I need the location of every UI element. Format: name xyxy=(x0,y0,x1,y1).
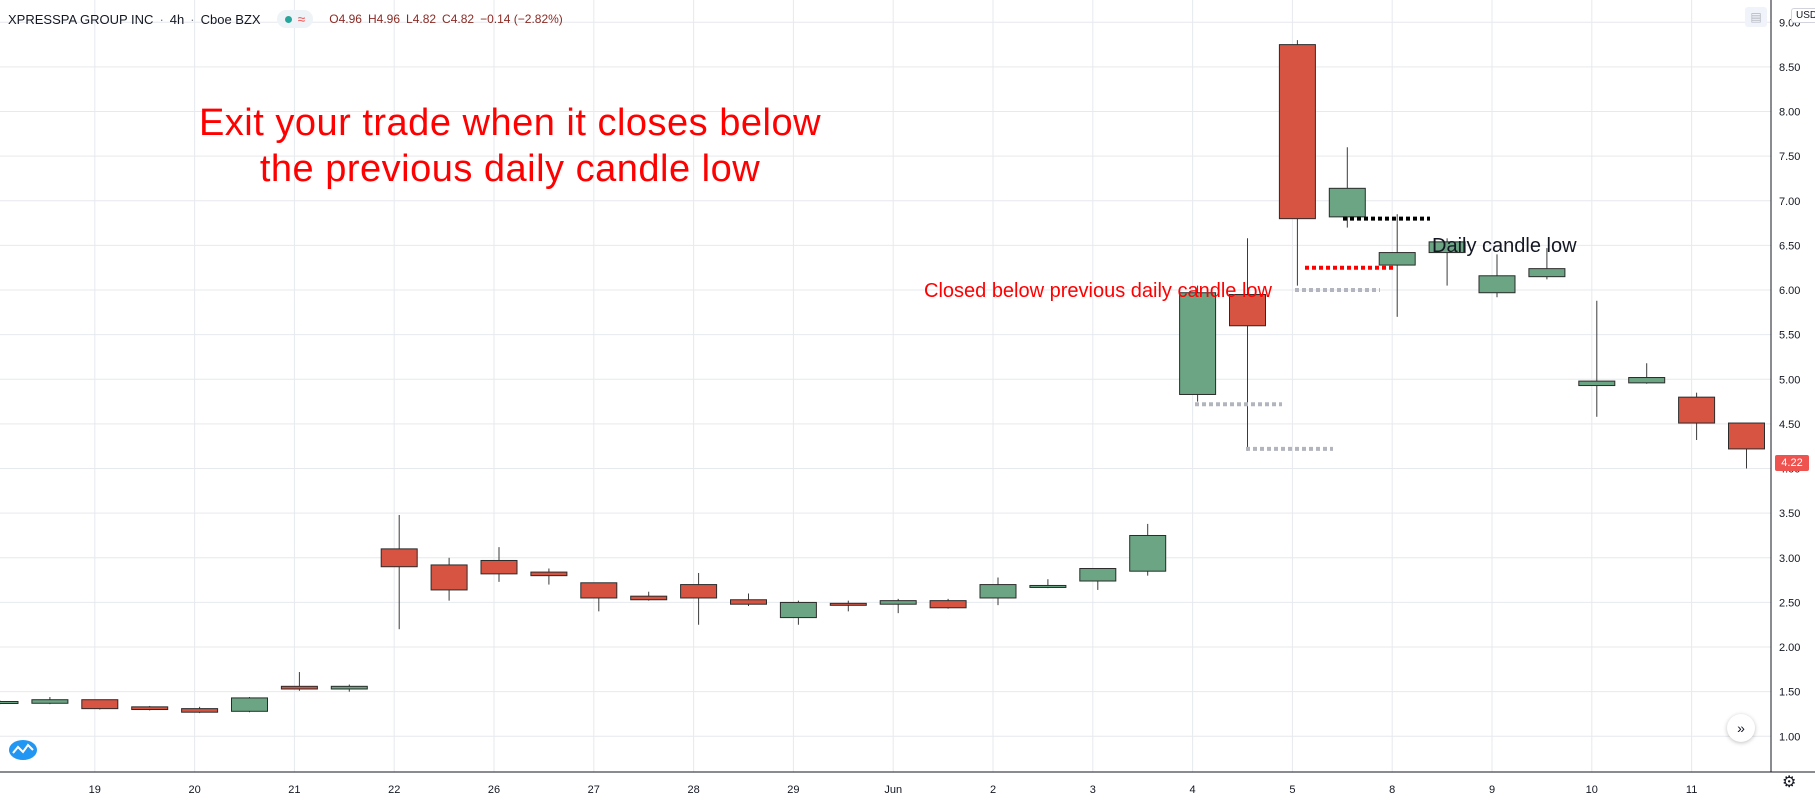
chart-legend: XPRESSPA GROUP INC · 4h · Cboe BZX ≈ O4.… xyxy=(8,8,563,30)
y-tick-label: 7.00 xyxy=(1779,196,1800,208)
ohlc-high: H4.96 xyxy=(367,12,401,26)
candle-body xyxy=(1229,294,1266,327)
candle-body xyxy=(1428,241,1466,254)
candle-body xyxy=(530,571,568,577)
y-tick-label: 6.00 xyxy=(1779,285,1800,297)
x-tick-label: 2 xyxy=(990,784,996,796)
candle-body xyxy=(1179,292,1217,395)
x-tick-label: 19 xyxy=(89,784,101,796)
candle-body xyxy=(480,559,518,575)
candle-body xyxy=(280,685,318,690)
candle-body xyxy=(929,600,967,609)
ohlc-close: C4.82 xyxy=(442,12,475,26)
x-tick-label: 11 xyxy=(1686,784,1697,796)
x-tick-label: 4 xyxy=(1190,784,1196,796)
ohlc-values: O4.96 H4.96 L4.82 C4.82 −0.14 (−2.82%) xyxy=(329,12,563,26)
candle-body xyxy=(181,708,219,713)
candle-body xyxy=(1029,584,1067,588)
y-tick-label: 8.50 xyxy=(1779,62,1800,74)
ohlc-low: L4.82 xyxy=(406,12,437,26)
interval-label[interactable]: 4h xyxy=(169,11,185,27)
y-tick-label: 5.50 xyxy=(1779,330,1800,342)
tradingview-logo-icon[interactable] xyxy=(8,739,38,761)
currency-label[interactable]: USD xyxy=(1791,8,1815,23)
x-tick-label: Jun xyxy=(884,784,902,796)
candle-body xyxy=(829,602,867,606)
ohlc-open: O4.96 xyxy=(329,12,362,26)
candle-body xyxy=(730,599,767,605)
y-tick-label: 5.00 xyxy=(1779,374,1800,386)
y-tick-label: 3.50 xyxy=(1779,508,1800,520)
symbol-name[interactable]: XPRESSPA GROUP INC xyxy=(8,11,154,27)
exchange-label: Cboe BZX xyxy=(200,11,261,27)
x-tick-label: 9 xyxy=(1489,784,1495,796)
candle-body xyxy=(680,584,718,599)
y-tick-label: 1.00 xyxy=(1779,731,1800,743)
candle-body xyxy=(1528,268,1566,278)
candle-body xyxy=(0,700,19,704)
annotation-main-line1: Exit your trade when it closes below xyxy=(198,102,822,144)
x-tick-label: 5 xyxy=(1289,784,1295,796)
candle-body xyxy=(779,601,817,619)
x-tick-label: 28 xyxy=(687,784,699,796)
annotation-main-text: Exit your trade when it closes below the… xyxy=(130,100,890,192)
annotation-closed-below: Closed below previous daily candle low xyxy=(924,280,1272,302)
candle-body xyxy=(31,699,69,704)
annotation-lines xyxy=(1195,216,1430,451)
candle-body xyxy=(430,564,468,591)
x-tick-label: 10 xyxy=(1586,784,1598,796)
status-dot-icon xyxy=(284,15,292,23)
x-tick-label: 20 xyxy=(188,784,200,796)
legend-separator: · xyxy=(190,11,195,27)
x-tick-label: 21 xyxy=(288,784,300,796)
x-tick-label: 22 xyxy=(388,784,400,796)
candle-body xyxy=(1378,252,1416,266)
candle-body xyxy=(1079,568,1117,582)
chart-menu-button[interactable]: ▤ xyxy=(1745,7,1767,27)
x-tick-label: 29 xyxy=(787,784,799,796)
candle-body xyxy=(81,699,119,710)
ohlc-change: −0.14 (−2.82%) xyxy=(480,12,563,26)
candles xyxy=(0,40,1765,714)
candle-body xyxy=(979,584,1017,599)
candle-body xyxy=(1328,187,1366,218)
x-tick-label: 26 xyxy=(488,784,500,796)
x-tick-label: 27 xyxy=(588,784,600,796)
x-tick-label: 8 xyxy=(1389,784,1395,796)
y-tick-label: 2.50 xyxy=(1779,597,1800,609)
candle-body xyxy=(1628,377,1666,384)
candle-body xyxy=(1478,275,1516,294)
annotation-daily-low: Daily candle low xyxy=(1432,235,1577,257)
candle-body xyxy=(380,548,418,568)
last-price-tag: 4.22 xyxy=(1775,455,1809,471)
market-status-pill[interactable]: ≈ xyxy=(276,10,314,28)
x-tick-label: 3 xyxy=(1090,784,1096,796)
y-tick-label: 3.00 xyxy=(1779,553,1800,565)
candle-body xyxy=(131,706,169,711)
y-tick-label: 6.50 xyxy=(1779,240,1800,252)
y-tick-label: 2.00 xyxy=(1779,642,1800,654)
candle-body xyxy=(630,595,668,601)
candle-body xyxy=(1578,380,1616,387)
y-tick-label: 7.50 xyxy=(1779,151,1800,163)
wave-icon: ≈ xyxy=(297,11,306,27)
legend-separator: · xyxy=(159,11,164,27)
candle-body xyxy=(1728,422,1765,450)
candle-body xyxy=(330,685,368,690)
candle-body xyxy=(1278,44,1316,220)
candle-body xyxy=(580,582,618,599)
y-tick-label: 1.50 xyxy=(1779,687,1800,699)
candle-body xyxy=(1678,396,1716,424)
candle-body xyxy=(879,600,917,605)
candle-body xyxy=(1129,534,1167,572)
scroll-right-icon[interactable]: » xyxy=(1727,714,1755,742)
annotation-main-line2: the previous daily candle low xyxy=(259,148,761,190)
y-tick-label: 8.00 xyxy=(1779,107,1800,119)
y-tick-label: 4.50 xyxy=(1779,419,1800,431)
candle-body xyxy=(231,697,268,712)
settings-gear-icon[interactable]: ⚙ xyxy=(1782,774,1797,791)
